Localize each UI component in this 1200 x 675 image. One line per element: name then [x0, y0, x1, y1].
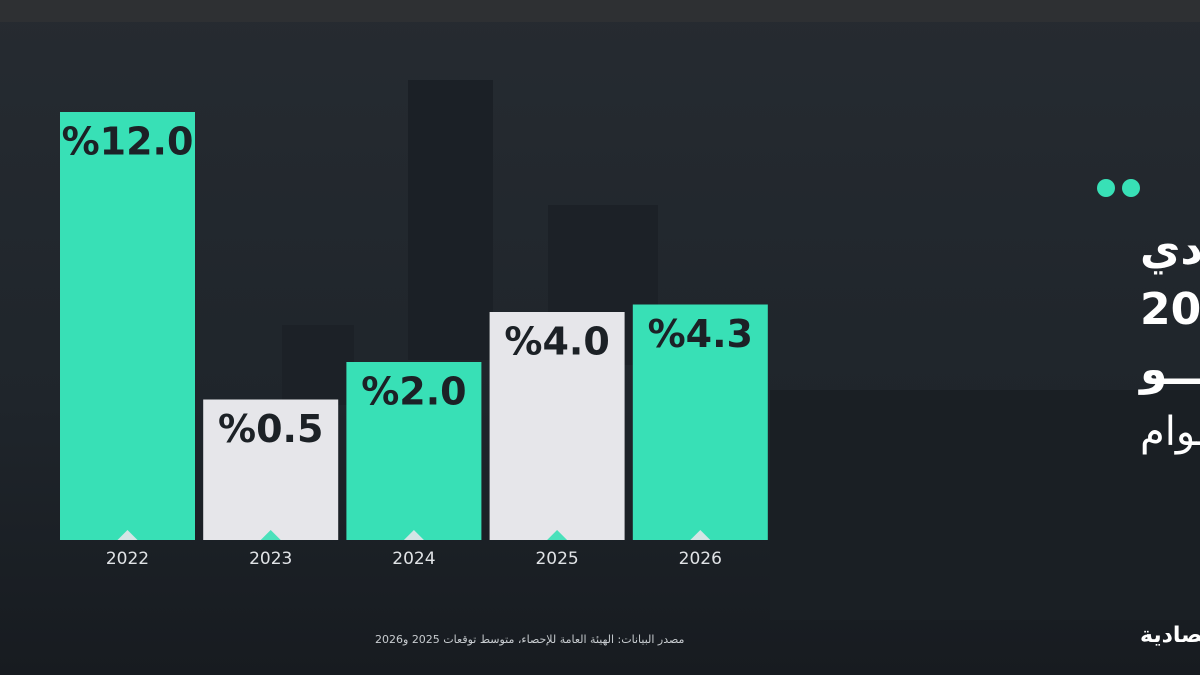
x-tick-label: 2024 [392, 549, 435, 569]
tower-silhouette [408, 80, 493, 360]
bar-notch [547, 530, 568, 540]
title-line: فـــي 4 أعـــوام [1140, 405, 1200, 455]
value-label: %0.5 [218, 407, 323, 451]
source-note: مصدر البيانات: الهيئة العامة للإحصاء، مت… [375, 633, 685, 646]
bar [203, 399, 339, 540]
value-label: %4.3 [648, 312, 753, 356]
x-tick-label: 2025 [535, 549, 578, 569]
title-line: لأفضل نمـــو [1138, 342, 1200, 395]
bar [489, 312, 625, 540]
bar [346, 362, 482, 540]
building-silhouette [282, 325, 354, 405]
city-silhouette [770, 390, 1200, 620]
x-tick-label: 2026 [679, 549, 722, 569]
dot [1122, 179, 1140, 197]
title-line: الاقتصاد السعودي [1140, 224, 1200, 275]
bar [60, 112, 195, 540]
bar [632, 304, 768, 540]
brand-logo: الاقتصادية [1140, 623, 1200, 648]
top-strip [0, 0, 1200, 22]
bar-notch [117, 530, 138, 540]
bar-notch [690, 530, 711, 540]
value-label: %2.0 [361, 370, 466, 414]
x-tick-label: 2023 [249, 549, 292, 569]
bar-notch [403, 530, 424, 540]
value-label: %4.0 [504, 320, 609, 364]
x-tick-label: 2022 [106, 549, 149, 569]
title-line: مرشح فـــي 2026 [1140, 284, 1200, 335]
value-label: %12.0 [62, 120, 194, 164]
dot [1097, 179, 1115, 197]
bar-notch [260, 530, 281, 540]
